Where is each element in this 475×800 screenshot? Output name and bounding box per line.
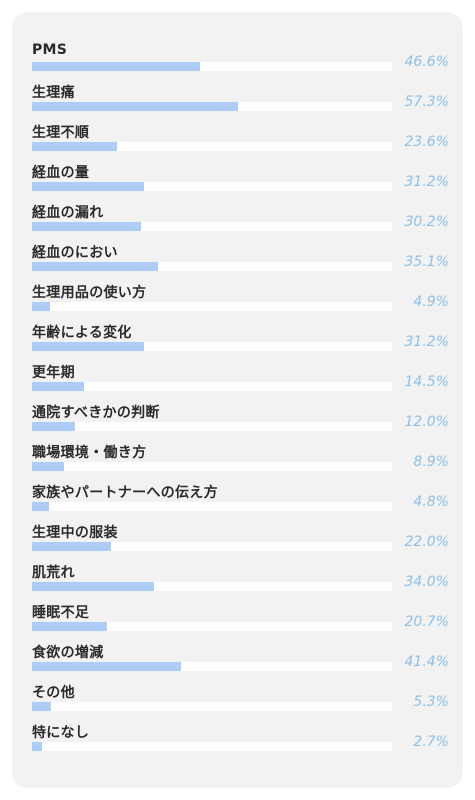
- bar-track: [32, 702, 392, 711]
- category-label: 職場環境・働き方: [32, 445, 147, 461]
- bar-row: 家族やパートナーへの伝え方 4.8%: [12, 482, 463, 522]
- bar: [32, 502, 50, 511]
- bar-track: [32, 382, 392, 391]
- bar-track: [32, 62, 392, 71]
- category-label: 家族やパートナーへの伝え方: [32, 485, 218, 501]
- bar-row: 生理痛 57.3%: [12, 82, 463, 122]
- value-label: 5.3%: [413, 694, 449, 710]
- value-label: 30.2%: [404, 214, 449, 230]
- category-label: 肌荒れ: [32, 565, 75, 581]
- value-label: 8.9%: [413, 454, 449, 470]
- bar-row: 睡眠不足 20.7%: [12, 602, 463, 642]
- bar-row: 通院すべきかの判断 12.0%: [12, 402, 463, 442]
- bar-track: [32, 182, 392, 191]
- category-label: 更年期: [32, 365, 75, 381]
- value-label: 34.0%: [404, 574, 449, 590]
- category-label: PMS: [32, 42, 68, 58]
- bar-row: 年齢による変化 31.2%: [12, 322, 463, 362]
- value-label: 31.2%: [404, 174, 449, 190]
- category-label: 通院すべきかの判断: [32, 405, 160, 421]
- bar: [32, 662, 182, 671]
- bar-row: 職場環境・働き方 8.9%: [12, 442, 463, 482]
- bar-row: その他 5.3%: [12, 682, 463, 722]
- bar-track: [32, 142, 392, 151]
- bar-row: 食欲の増減 41.4%: [12, 642, 463, 682]
- category-label: 経血のにおい: [32, 245, 118, 261]
- bar-track: [32, 102, 392, 111]
- bar: [32, 382, 85, 391]
- bar-row: 生理中の服装 22.0%: [12, 522, 463, 562]
- bar-track: [32, 342, 392, 351]
- category-label: 特になし: [32, 725, 90, 741]
- value-label: 35.1%: [404, 254, 449, 270]
- bar-row: 肌荒れ 34.0%: [12, 562, 463, 602]
- bar-track: [32, 302, 392, 311]
- chart-card: PMS 46.6% 生理痛 57.3% 生理不順 23.6% 経血の量 31.2% 経血の漏れ 3…: [12, 12, 463, 788]
- bar: [32, 582, 155, 591]
- bar: [32, 622, 107, 631]
- value-label: 14.5%: [404, 374, 449, 390]
- bar: [32, 742, 42, 751]
- bar: [32, 262, 159, 271]
- value-label: 22.0%: [404, 534, 449, 550]
- bar-track: [32, 582, 392, 591]
- value-label: 4.9%: [413, 294, 449, 310]
- category-label: 生理痛: [32, 85, 75, 101]
- bar-track: [32, 462, 392, 471]
- value-label: 20.7%: [404, 614, 449, 630]
- bar: [32, 702, 52, 711]
- bar-row: 更年期 14.5%: [12, 362, 463, 402]
- bar-track: [32, 622, 392, 631]
- bar: [32, 102, 239, 111]
- category-label: 経血の漏れ: [32, 205, 104, 221]
- bar-track: [32, 422, 392, 431]
- bar-row: 経血のにおい 35.1%: [12, 242, 463, 282]
- bar-row: 経血の漏れ 30.2%: [12, 202, 463, 242]
- bar: [32, 222, 141, 231]
- bar-rows: PMS 46.6% 生理痛 57.3% 生理不順 23.6% 経血の量 31.2% 経血の漏れ 3…: [12, 12, 463, 788]
- category-label: その他: [32, 685, 75, 701]
- bar: [32, 542, 112, 551]
- value-label: 4.8%: [413, 494, 449, 510]
- category-label: 生理不順: [32, 125, 90, 141]
- bar: [32, 462, 65, 471]
- bar: [32, 302, 50, 311]
- category-label: 生理中の服装: [32, 525, 118, 541]
- bar-row: 経血の量 31.2%: [12, 162, 463, 202]
- bar-row: 特になし 2.7%: [12, 722, 463, 762]
- bar-row: 生理不順 23.6%: [12, 122, 463, 162]
- bar: [32, 62, 200, 71]
- category-label: 生理用品の使い方: [32, 285, 147, 301]
- bar-track: [32, 262, 392, 271]
- bar-row: 生理用品の使い方 4.9%: [12, 282, 463, 322]
- category-label: 経血の量: [32, 165, 90, 181]
- value-label: 23.6%: [404, 134, 449, 150]
- bar-row: PMS 46.6%: [12, 42, 463, 82]
- value-label: 57.3%: [404, 94, 449, 110]
- bar-track: [32, 662, 392, 671]
- category-label: 食欲の増減: [32, 645, 104, 661]
- value-label: 41.4%: [404, 654, 449, 670]
- bar: [32, 342, 145, 351]
- bar: [32, 182, 145, 191]
- bar-track: [32, 742, 392, 751]
- category-label: 年齢による変化: [32, 325, 132, 341]
- bar: [32, 422, 76, 431]
- value-label: 12.0%: [404, 414, 449, 430]
- value-label: 46.6%: [404, 54, 449, 70]
- bar: [32, 142, 117, 151]
- bar-track: [32, 542, 392, 551]
- bar-track: [32, 222, 392, 231]
- value-label: 31.2%: [404, 334, 449, 350]
- category-label: 睡眠不足: [32, 605, 90, 621]
- bar-track: [32, 502, 392, 511]
- value-label: 2.7%: [413, 734, 449, 750]
